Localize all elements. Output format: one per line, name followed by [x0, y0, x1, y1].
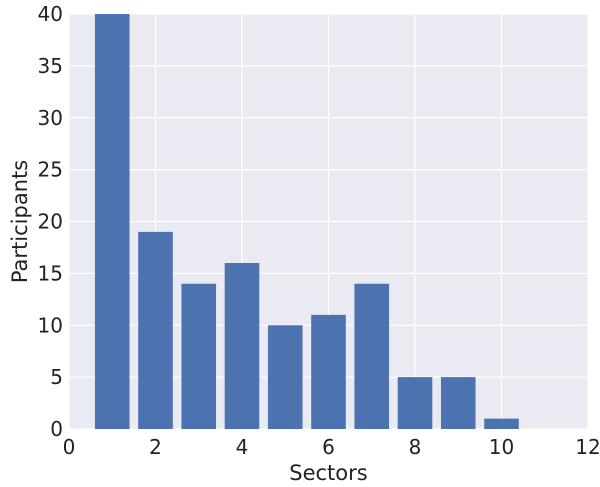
bar-sector-8	[397, 377, 433, 429]
x-tick-labels: 0 2 4 6 8 10 12	[63, 435, 600, 459]
y-tick-labels: 0 5 10 15 20 25 30 35 40	[38, 2, 63, 441]
x-tick-label-4: 8	[409, 435, 422, 459]
y-tick-label-5: 25	[38, 158, 63, 182]
bar-sector-7	[354, 283, 390, 429]
x-tick-label-5: 10	[489, 435, 514, 459]
bar-sector-2	[138, 231, 173, 429]
y-tick-label-8: 40	[38, 2, 63, 26]
bar-sector-5	[267, 325, 303, 429]
bars	[94, 14, 519, 429]
y-tick-label-4: 20	[38, 210, 63, 234]
y-tick-label-6: 30	[38, 106, 63, 130]
x-axis-title: Sectors	[289, 461, 367, 485]
bar-sector-9	[440, 377, 476, 429]
bar-sector-3	[181, 283, 217, 429]
y-tick-label-1: 5	[50, 365, 63, 389]
y-tick-label-3: 15	[38, 261, 63, 285]
x-tick-label-3: 6	[322, 435, 335, 459]
y-tick-label-7: 35	[38, 54, 63, 78]
y-axis-title: Participants	[8, 160, 32, 283]
x-tick-label-2: 4	[236, 435, 249, 459]
y-tick-label-0: 0	[50, 417, 63, 441]
bar-sector-6	[311, 314, 346, 429]
bar-sector-4	[224, 263, 260, 429]
x-tick-label-1: 2	[149, 435, 162, 459]
y-tick-label-2: 10	[38, 313, 63, 337]
x-tick-label-0: 0	[63, 435, 76, 459]
x-tick-label-6: 12	[575, 435, 600, 459]
bar-sector-10	[484, 418, 519, 429]
bar-sector-1	[94, 14, 130, 429]
